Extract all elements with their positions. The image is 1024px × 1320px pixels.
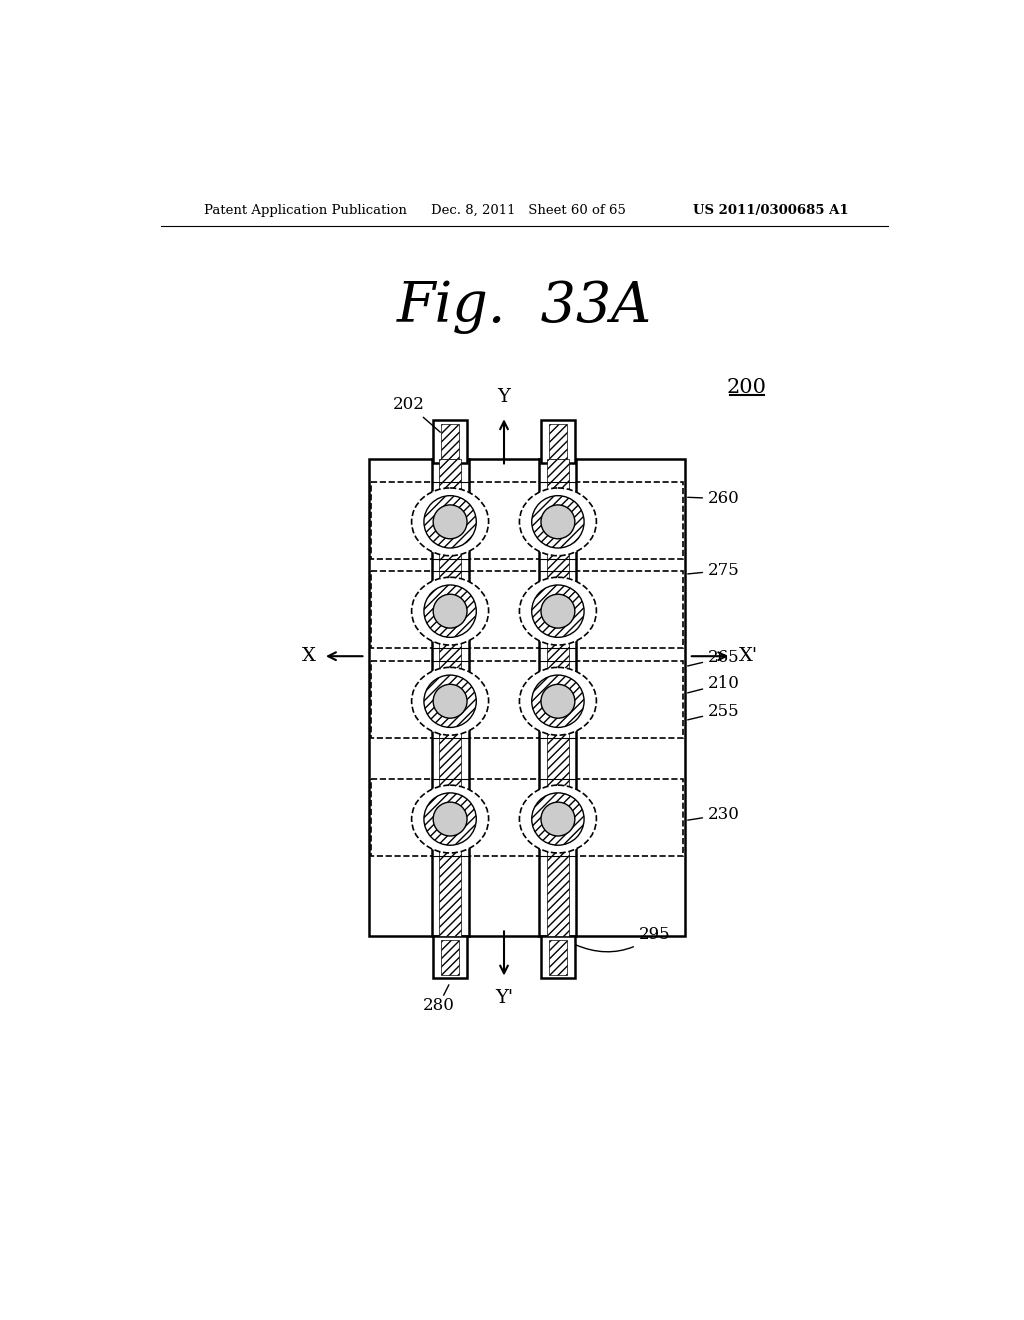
Ellipse shape [519, 488, 596, 556]
Circle shape [531, 585, 584, 638]
Circle shape [541, 684, 574, 718]
Ellipse shape [412, 668, 488, 735]
Circle shape [531, 675, 584, 727]
Text: Y': Y' [495, 989, 513, 1007]
Ellipse shape [519, 668, 596, 735]
Circle shape [424, 585, 476, 638]
Circle shape [531, 496, 584, 548]
Text: 275: 275 [688, 562, 739, 579]
Text: 260: 260 [688, 490, 739, 507]
Circle shape [424, 675, 476, 727]
Bar [547, 459, 568, 936]
Bar [433, 420, 467, 462]
Ellipse shape [412, 785, 488, 853]
Circle shape [541, 594, 574, 628]
Text: 265: 265 [688, 649, 739, 667]
Bar [441, 940, 460, 974]
Bar [370, 459, 685, 936]
Bar [371, 661, 683, 738]
Bar [432, 459, 469, 936]
Text: 230: 230 [688, 807, 740, 822]
Text: US 2011/0300685 A1: US 2011/0300685 A1 [692, 205, 848, 218]
Circle shape [433, 803, 467, 836]
Text: 210: 210 [688, 675, 740, 693]
Circle shape [433, 594, 467, 628]
Text: Y: Y [498, 388, 510, 405]
Bar [371, 572, 683, 648]
Text: 255: 255 [688, 702, 739, 719]
Text: 200: 200 [727, 379, 767, 397]
Circle shape [424, 793, 476, 845]
Ellipse shape [412, 488, 488, 556]
Ellipse shape [519, 577, 596, 645]
Bar [549, 424, 567, 459]
Bar [433, 936, 467, 978]
Ellipse shape [519, 785, 596, 853]
Text: Patent Application Publication: Patent Application Publication [204, 205, 407, 218]
Circle shape [433, 506, 467, 539]
Circle shape [541, 803, 574, 836]
Text: 280: 280 [423, 997, 455, 1014]
Bar [541, 936, 574, 978]
Ellipse shape [412, 577, 488, 645]
Bar [439, 459, 461, 936]
Text: X: X [301, 647, 315, 665]
Bar [371, 779, 683, 855]
Text: Dec. 8, 2011   Sheet 60 of 65: Dec. 8, 2011 Sheet 60 of 65 [431, 205, 626, 218]
Text: X': X' [739, 647, 758, 665]
Circle shape [433, 684, 467, 718]
Circle shape [531, 793, 584, 845]
Bar [371, 482, 683, 558]
Bar [541, 420, 574, 462]
Text: Fig.  33A: Fig. 33A [397, 279, 652, 334]
Bar [441, 424, 460, 459]
Bar [549, 940, 567, 974]
Bar [540, 459, 577, 936]
Text: 202: 202 [392, 396, 440, 432]
Circle shape [541, 506, 574, 539]
Text: 295: 295 [575, 927, 671, 952]
Circle shape [424, 496, 476, 548]
